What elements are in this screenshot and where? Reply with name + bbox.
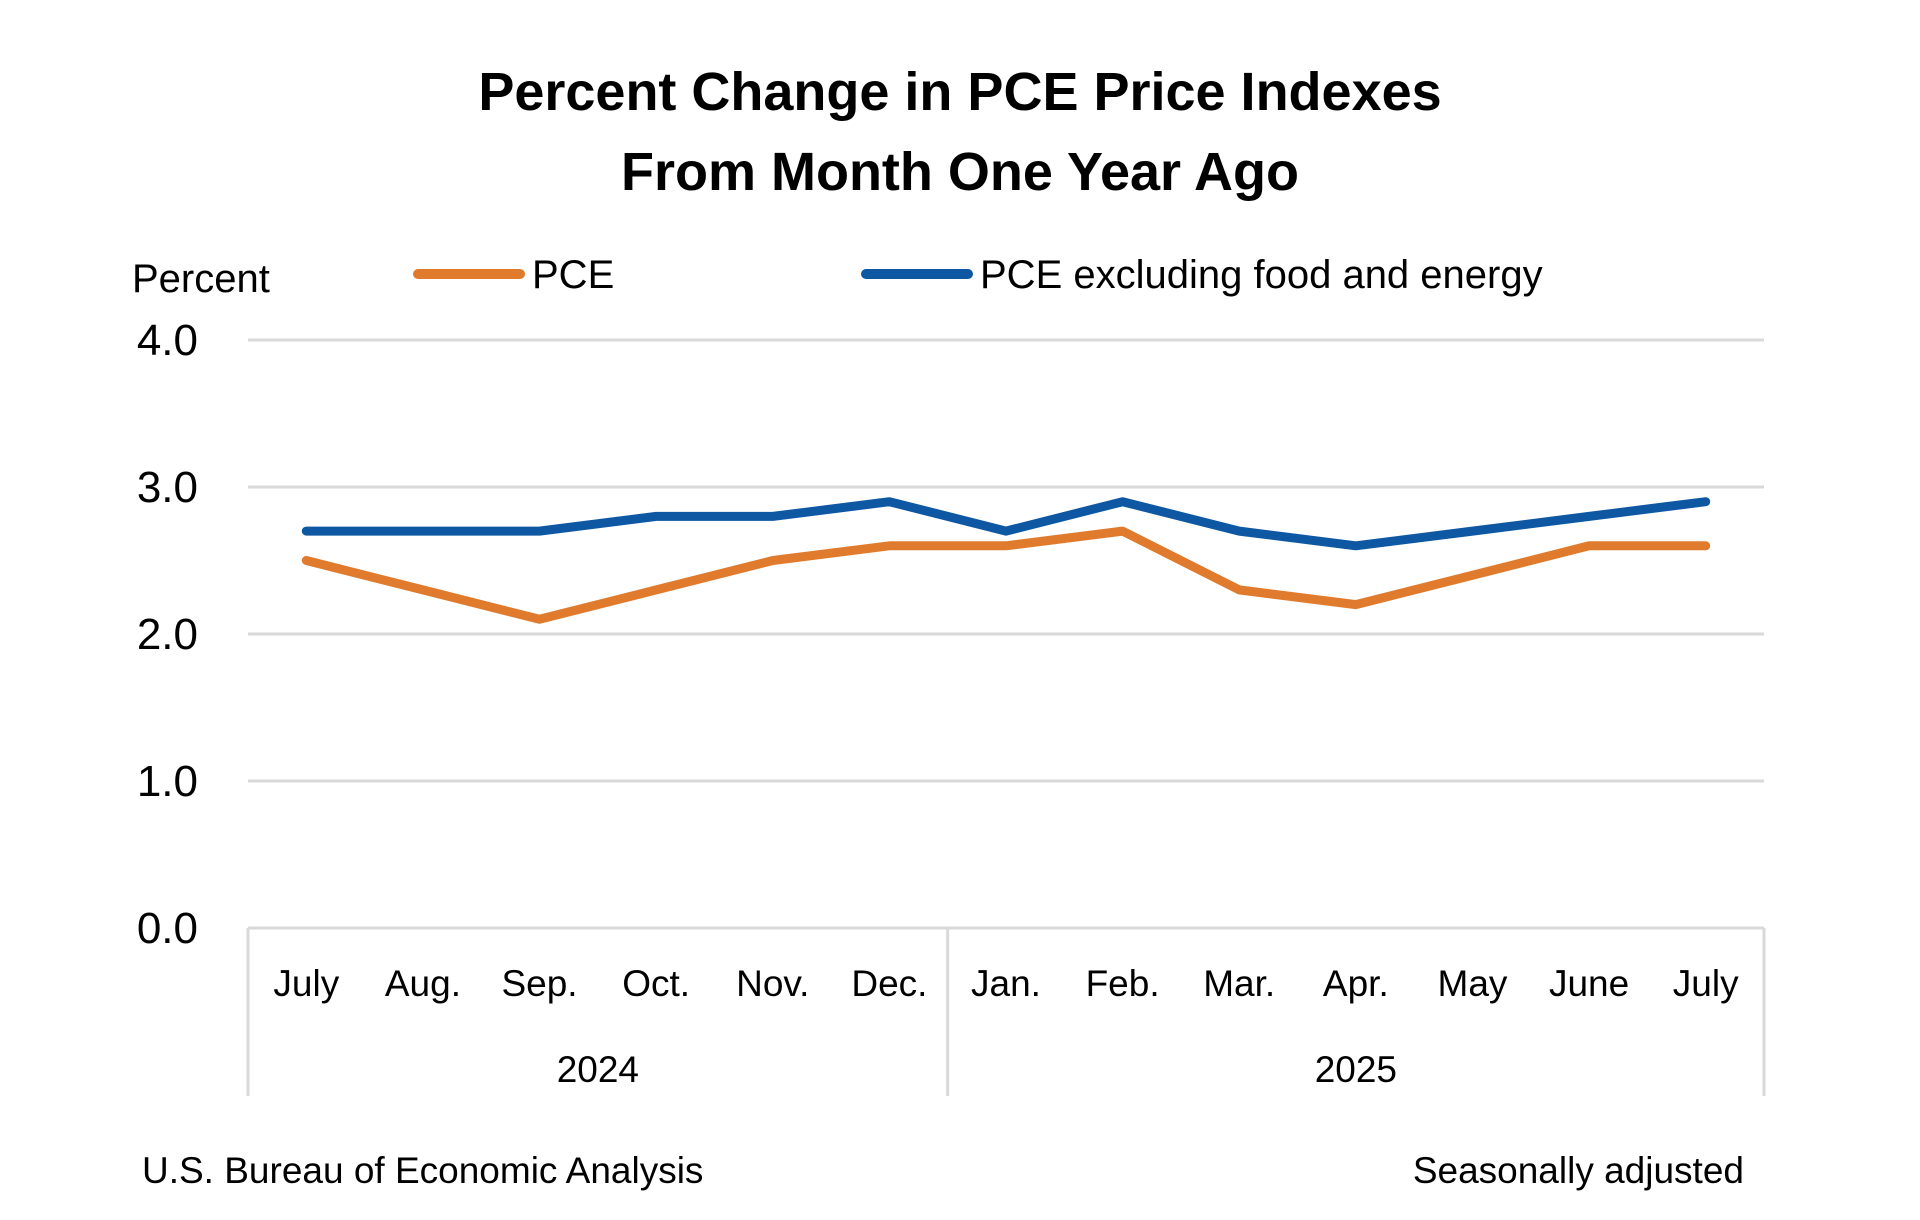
x-group-label: 2025 (1315, 1049, 1397, 1090)
data-point (655, 589, 657, 591)
legend: PCE PCE excluding food and energy (413, 253, 1543, 297)
x-tick-label: June (1549, 963, 1629, 1004)
y-axis-ticks: 0.0 1.0 2.0 3.0 4.0 (137, 316, 198, 953)
x-group-label: 2024 (557, 1049, 639, 1090)
y-axis-unit-label: Percent (132, 257, 270, 301)
chart-title: Percent Change in PCE Price Indexes From… (478, 62, 1441, 202)
legend-label: PCE (532, 253, 614, 297)
data-point (1005, 530, 1007, 532)
data-point (1122, 501, 1124, 503)
x-tick-label: Jan. (971, 963, 1041, 1004)
data-point (888, 545, 890, 547)
x-tick-label: Mar. (1203, 963, 1275, 1004)
x-tick-label: Dec. (851, 963, 927, 1004)
series-line-0 (301, 526, 1711, 624)
data-point (1588, 515, 1590, 517)
data-point (422, 530, 424, 532)
x-axis-frame (246, 926, 1766, 1096)
adjustment-note: Seasonally adjusted (1413, 1150, 1744, 1191)
data-point (1238, 589, 1240, 591)
data-point (772, 560, 774, 562)
series-line-1 (301, 497, 1711, 551)
data-point (305, 530, 307, 532)
y-tick-label: 1.0 (137, 757, 198, 806)
x-axis-year-groups: 2024 2025 (557, 928, 1397, 1096)
data-point (305, 560, 307, 562)
x-axis-ticks: July Aug. Sep. Oct. Nov. Dec. Jan. Feb. Mar. Apr.… (273, 963, 1739, 1004)
x-tick-label: Nov. (736, 963, 809, 1004)
data-point (1355, 604, 1357, 606)
data-point (539, 618, 541, 620)
data-point (1355, 545, 1357, 547)
chart-title-line-1: Percent Change in PCE Price Indexes (478, 62, 1441, 122)
data-point (1705, 501, 1707, 503)
data-point (1471, 574, 1473, 576)
gridlines (248, 338, 1764, 783)
x-tick-label: Oct. (622, 963, 690, 1004)
x-tick-label: July (1673, 963, 1739, 1004)
data-point (772, 515, 774, 517)
data-point (1705, 545, 1707, 547)
data-point (1238, 530, 1240, 532)
x-tick-label: May (1438, 963, 1508, 1004)
y-tick-label: 2.0 (137, 610, 198, 659)
data-point (422, 589, 424, 591)
x-tick-label: Sep. (501, 963, 577, 1004)
x-tick-label: Apr. (1323, 963, 1389, 1004)
chart-title-line-2: From Month One Year Ago (621, 142, 1299, 202)
legend-label: PCE excluding food and energy (980, 253, 1543, 297)
data-point (1588, 545, 1590, 547)
data-point (1471, 530, 1473, 532)
x-tick-label: Feb. (1086, 963, 1160, 1004)
data-point (888, 501, 890, 503)
data-point (1005, 545, 1007, 547)
x-tick-label: Aug. (385, 963, 461, 1004)
data-point (655, 515, 657, 517)
x-tick-label: July (273, 963, 339, 1004)
source-note: U.S. Bureau of Economic Analysis (142, 1150, 703, 1191)
y-tick-label: 3.0 (137, 463, 198, 512)
series-lines (301, 497, 1711, 624)
data-point (539, 530, 541, 532)
y-tick-label: 0.0 (137, 904, 198, 953)
y-tick-label: 4.0 (137, 316, 198, 365)
data-point (1122, 530, 1124, 532)
